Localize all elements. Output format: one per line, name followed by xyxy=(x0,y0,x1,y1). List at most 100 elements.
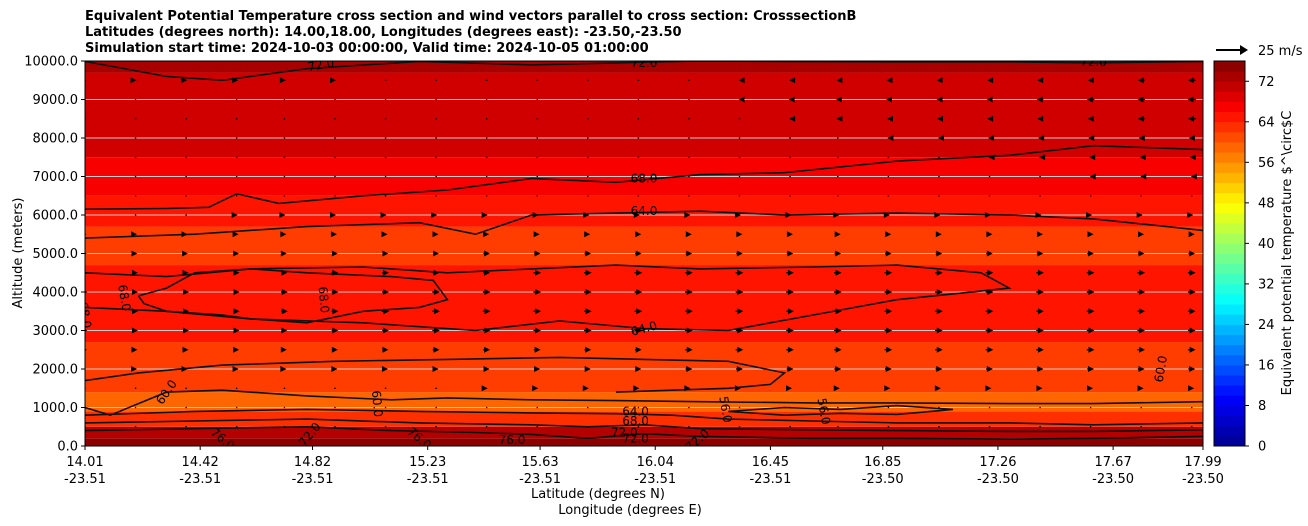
wind-key-label: 25 m/s xyxy=(1258,44,1303,59)
wind-vector xyxy=(382,289,389,295)
wind-vector xyxy=(329,77,336,84)
contour-line-64 xyxy=(85,408,1203,426)
wind-vector xyxy=(837,425,839,428)
wind-vector xyxy=(235,117,238,120)
wind-vector xyxy=(986,231,993,238)
wind-vector xyxy=(988,154,995,161)
wind-vector xyxy=(185,156,187,159)
wind-vector xyxy=(432,327,440,334)
wind-vector xyxy=(1037,77,1044,84)
colorbar-band xyxy=(1214,375,1245,386)
wind-vector xyxy=(736,231,743,238)
wind-vector xyxy=(884,289,893,295)
wind-vector xyxy=(1190,425,1193,428)
x-tick-label-lon: -23.50 xyxy=(977,472,1019,487)
wind-vector xyxy=(884,308,893,315)
wind-vector xyxy=(183,327,190,334)
wind-vector xyxy=(536,79,539,82)
x-tick-label-lon: -23.51 xyxy=(407,472,449,487)
wind-vector xyxy=(281,289,288,295)
wind-vector xyxy=(685,308,693,315)
wind-vector xyxy=(283,98,286,101)
wind-vector xyxy=(281,269,288,276)
wind-vector xyxy=(533,231,540,238)
wind-vector xyxy=(485,406,488,409)
wind-vector xyxy=(833,289,842,295)
wind-vector xyxy=(685,269,693,276)
contour-line-72 xyxy=(85,61,1203,82)
wind-vector xyxy=(583,289,592,295)
wind-vector xyxy=(233,289,240,295)
wind-vector xyxy=(185,387,187,390)
x-tick-label-lon: -23.51 xyxy=(634,472,676,487)
wind-vector xyxy=(329,212,336,218)
wind-vector xyxy=(233,327,240,334)
wind-vector xyxy=(1087,231,1094,238)
wind-vector xyxy=(435,117,437,120)
x-tick-label-lon: -23.50 xyxy=(1092,472,1134,487)
wind-vector xyxy=(637,79,640,82)
wind-vector xyxy=(279,77,286,84)
wind-vector xyxy=(834,366,842,372)
wind-vector xyxy=(735,308,744,315)
wind-vector xyxy=(988,175,991,178)
x-tick-label-lat: 14.01 xyxy=(66,455,103,470)
wind-vector xyxy=(738,425,741,428)
colorbar-tick-label: 24 xyxy=(1258,318,1275,333)
wind-vector xyxy=(1188,366,1196,372)
x-axis-label-longitude: Longitude (degrees E) xyxy=(558,503,702,518)
wind-vector xyxy=(131,308,138,315)
wind-vector xyxy=(685,289,693,295)
wind-vector xyxy=(634,308,643,315)
wind-vector xyxy=(1137,346,1146,353)
wind-vector xyxy=(1039,425,1041,428)
x-axis-label: Latitude (degrees N) xyxy=(531,487,665,502)
wind-vector xyxy=(233,269,240,276)
wind-vector xyxy=(182,250,189,257)
wind-vector xyxy=(181,231,188,238)
wind-vector xyxy=(483,269,491,276)
contour-line-56 xyxy=(728,404,954,417)
wind-vector xyxy=(1190,406,1193,409)
wind-vector xyxy=(134,137,137,139)
wind-vector xyxy=(1036,385,1043,392)
wind-vector xyxy=(330,231,337,238)
wind-vector xyxy=(485,98,488,101)
contour-line-72 xyxy=(85,425,1203,440)
colorbar-band xyxy=(1214,162,1245,173)
wind-vector xyxy=(1140,425,1143,428)
wind-vector xyxy=(134,175,137,178)
wind-vector xyxy=(280,250,287,257)
wind-vector xyxy=(382,269,389,276)
wind-vector xyxy=(938,425,940,428)
contour-line-64 xyxy=(85,264,1012,332)
colorbar-ticks: 0 8 16 24 32 40 48 56 64 72 xyxy=(1245,75,1275,455)
wind-vector xyxy=(985,385,992,392)
y-tick-label: 8000.0 xyxy=(33,132,79,147)
wind-vector xyxy=(587,137,589,139)
wind-vector xyxy=(331,346,338,353)
wind-vector xyxy=(786,269,794,276)
wind-vector xyxy=(1089,194,1092,197)
wind-vector xyxy=(382,346,389,353)
wind-vector xyxy=(185,117,187,120)
wind-vector xyxy=(435,137,437,139)
colorbar-band xyxy=(1214,385,1245,396)
wind-vector xyxy=(986,250,993,257)
wind-vector xyxy=(1039,194,1041,197)
wind-vector xyxy=(235,175,238,178)
wind-vector xyxy=(485,117,488,120)
wind-vector xyxy=(183,308,190,315)
wind-vector xyxy=(886,115,893,122)
wind-vector xyxy=(887,175,890,178)
wind-vector xyxy=(435,175,437,178)
wind-vector xyxy=(738,117,741,120)
wind-vector xyxy=(536,425,539,428)
wind-vector xyxy=(1038,135,1045,141)
wind-vector xyxy=(185,425,187,428)
colorbar-band xyxy=(1214,395,1245,406)
wind-vector xyxy=(334,194,336,197)
y-tick-label: 10000.0 xyxy=(24,55,78,70)
wind-vector xyxy=(1137,115,1145,122)
y-tick-label: 4000.0 xyxy=(33,286,79,301)
